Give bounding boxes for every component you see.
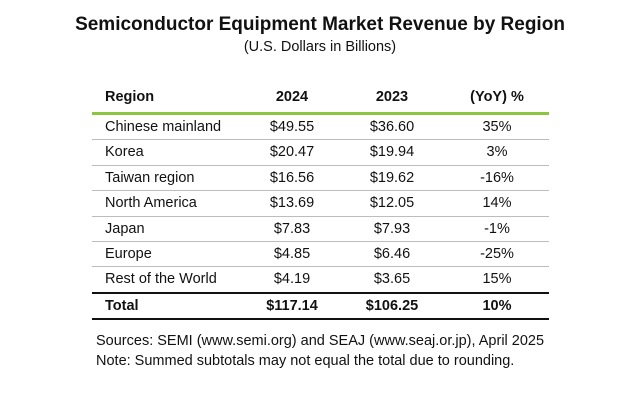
cell-2023: $3.65 (373, 271, 411, 288)
cell-region: Chinese mainland (105, 119, 222, 135)
total-label: Total (105, 297, 139, 314)
cell-2023: $7.93 (373, 220, 411, 237)
header-2023: 2023 (375, 89, 409, 105)
cell-2023: $19.62 (369, 169, 415, 186)
rounding-note: Note: Summed subtotals may not equal the… (96, 353, 515, 369)
table-row: Rest of the World $4.19 $3.65 15% (92, 267, 549, 291)
table-total-row: Total $117.14 $106.25 10% (92, 294, 549, 318)
cell-yoy: 35% (482, 119, 512, 135)
page-subtitle: (U.S. Dollars in Billions) (243, 39, 397, 55)
table-row: North America $13.69 $12.05 14% (92, 191, 549, 215)
header-region: Region (105, 89, 155, 105)
table-row: Taiwan region $16.56 $19.62 -16% (92, 166, 549, 190)
row-divider (92, 266, 549, 268)
cell-2023: $6.46 (373, 245, 411, 262)
cell-2024: $4.19 (273, 271, 311, 288)
cell-yoy: -25% (480, 245, 514, 262)
cell-region: Japan (105, 220, 145, 237)
total-yoy: 10% (482, 297, 512, 314)
cell-2024: $13.69 (269, 195, 315, 212)
cell-region: Taiwan region (105, 169, 195, 186)
table-header-row: Region 2024 2023 (YoY) % (92, 82, 549, 112)
cell-region: Rest of the World (105, 271, 217, 288)
total-bottom-rule (92, 318, 549, 321)
cell-yoy: 14% (482, 195, 512, 212)
cell-2023: $36.60 (369, 119, 415, 135)
cell-yoy: -1% (484, 220, 510, 237)
row-divider (92, 139, 549, 141)
table-row: Korea $20.47 $19.94 3% (92, 140, 549, 164)
header-2024: 2024 (275, 89, 309, 105)
cell-region: Europe (105, 245, 152, 262)
row-divider (92, 190, 549, 192)
source-notes: Sources: SEMI (www.semi.org) and SEAJ (w… (96, 331, 544, 371)
cell-2023: $19.94 (369, 144, 415, 161)
row-divider (92, 215, 549, 217)
header-divider (92, 112, 549, 115)
table-row: Japan $7.83 $7.93 -1% (92, 217, 549, 241)
revenue-table: Region 2024 2023 (YoY) % Chinese mainlan… (92, 82, 549, 321)
table-row: Europe $4.85 $6.46 -25% (92, 242, 549, 266)
cell-2024: $16.56 (269, 169, 315, 186)
cell-2024: $20.47 (269, 144, 315, 161)
table-row: Chinese mainland $49.55 $36.60 35% (92, 115, 549, 139)
cell-region: North America (105, 195, 197, 212)
sources-text: Sources: SEMI (www.semi.org) and SEAJ (w… (96, 333, 545, 349)
total-divider (92, 291, 549, 294)
total-2024: $117.14 (266, 297, 318, 314)
cell-yoy: 15% (482, 271, 512, 288)
table-body: Chinese mainland $49.55 $36.60 35% Korea $20.… (92, 115, 549, 292)
cell-2024: $49.55 (269, 119, 315, 135)
cell-2024: $7.83 (273, 220, 311, 237)
cell-yoy: 3% (486, 144, 508, 161)
page-title: Semiconductor Equipment Market Revenue b… (75, 14, 565, 35)
cell-2023: $12.05 (369, 195, 415, 212)
row-divider (92, 164, 549, 166)
cell-yoy: -16% (480, 169, 514, 186)
cell-2024: $4.85 (273, 245, 311, 262)
row-divider (92, 240, 549, 242)
header-yoy: (YoY) % (470, 89, 524, 105)
cell-region: Korea (105, 144, 144, 161)
total-2023: $106.25 (365, 297, 419, 314)
